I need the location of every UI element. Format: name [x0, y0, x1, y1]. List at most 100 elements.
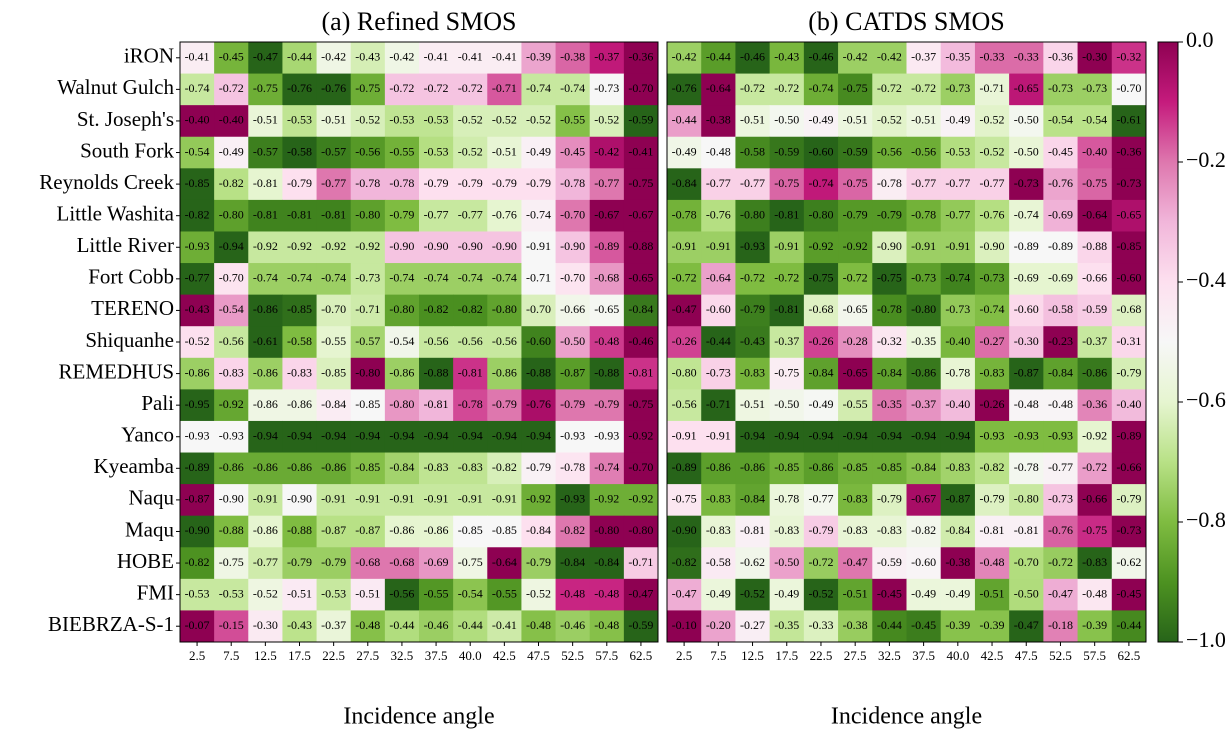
cell-label: -0.74: [185, 81, 210, 95]
x-tick-label: 22.5: [322, 648, 345, 663]
heatmap-cell: [1077, 168, 1113, 201]
cell-label: -0.68: [594, 271, 619, 285]
heatmap-cell: [419, 294, 454, 327]
heatmap-cell: [838, 357, 873, 390]
cell-label: -0.91: [526, 239, 551, 253]
cell-label: -0.47: [843, 555, 868, 569]
x-tick-label: 2.5: [676, 648, 692, 663]
row-label: Little Washita: [57, 201, 175, 225]
cell-label: -0.83: [1082, 555, 1107, 569]
heatmap-cell: [180, 515, 215, 548]
cell-label: -0.82: [560, 523, 585, 537]
cell-label: -0.91: [355, 492, 380, 506]
cell-label: -0.70: [1116, 81, 1141, 95]
cell-label: -0.76: [1048, 176, 1073, 190]
heatmap-cell: [974, 357, 1010, 390]
panel-title: (a) Refined SMOS: [322, 7, 517, 36]
heatmap-cell: [1009, 420, 1044, 454]
cell-label: -0.59: [1082, 302, 1107, 316]
heatmap-cell: [974, 420, 1010, 454]
x-tick-label: 57.5: [1083, 648, 1106, 663]
heatmap-cell: [316, 231, 352, 264]
cell-label: -0.61: [253, 334, 278, 348]
cell-label: -0.83: [843, 492, 868, 506]
heatmap-cell: [521, 42, 557, 75]
cell-label: -0.86: [253, 523, 278, 537]
cell-label: -0.82: [219, 176, 244, 190]
cell-label: -0.86: [253, 365, 278, 379]
heatmap-cell: [1043, 578, 1079, 611]
heatmap-cell: [1077, 547, 1113, 580]
heatmap-cell: [940, 263, 976, 296]
cell-label: -0.77: [1048, 460, 1073, 474]
heatmap-cell: [384, 294, 420, 327]
cell-label: -0.51: [253, 113, 278, 127]
cell-label: -0.54: [185, 144, 210, 158]
panel-title: (b) CATDS SMOS: [808, 7, 1005, 36]
cell-label: -0.94: [774, 428, 799, 442]
cell-label: -0.51: [321, 113, 346, 127]
heatmap-cell: [667, 231, 702, 264]
x-tick-label: 22.5: [810, 648, 833, 663]
cell-label: -0.94: [740, 428, 765, 442]
cell-label: -0.48: [526, 618, 551, 632]
heatmap-cell: [419, 231, 454, 264]
cell-label: -0.87: [321, 523, 346, 537]
heatmap-cell: [316, 42, 352, 75]
heatmap-cell: [350, 420, 386, 454]
heatmap-cell: [282, 42, 318, 75]
cell-label: -0.82: [980, 460, 1005, 474]
x-tick-label: 40.0: [946, 648, 969, 663]
cell-label: -0.70: [628, 460, 653, 474]
cell-label: -0.36: [628, 50, 653, 64]
cell-label: -0.42: [594, 144, 619, 158]
heatmap-cell: [487, 578, 522, 611]
heatmap-cell: [872, 610, 907, 643]
heatmap-cell: [316, 168, 352, 201]
cell-label: -0.38: [560, 50, 585, 64]
cell-label: -0.78: [877, 302, 902, 316]
heatmap-cell: [316, 547, 352, 580]
cell-label: -0.81: [287, 207, 312, 221]
x-tick-label: 37.5: [425, 648, 448, 663]
cell-label: -0.60: [1116, 271, 1141, 285]
heatmap-cell: [521, 547, 557, 580]
cell-label: -0.86: [1082, 365, 1107, 379]
heatmap-cell: [1043, 231, 1079, 264]
heatmap-cell: [214, 420, 249, 454]
cell-label: -0.93: [185, 428, 210, 442]
heatmap-cell: [453, 42, 488, 75]
heatmap-cell: [838, 484, 873, 517]
cell-label: -0.91: [389, 492, 414, 506]
cell-label: -0.27: [980, 334, 1005, 348]
heatmap-cell: [701, 294, 736, 327]
heatmap-cell: [872, 42, 907, 75]
cell-label: -0.55: [424, 586, 449, 600]
cell-label: -0.56: [492, 334, 517, 348]
heatmap-cell: [180, 105, 215, 138]
heatmap-cell: [803, 357, 839, 390]
cell-label: -0.79: [424, 176, 449, 190]
heatmap-cell: [419, 452, 454, 485]
heatmap-cell: [667, 452, 702, 485]
cell-label: -0.72: [911, 81, 936, 95]
heatmap-cell: [521, 452, 557, 485]
cell-label: -0.91: [774, 239, 799, 253]
cell-label: -0.85: [877, 460, 902, 474]
heatmap-cell: [769, 42, 805, 75]
heatmap-cell: [906, 231, 942, 264]
cell-label: -0.43: [740, 334, 765, 348]
heatmap-cell: [906, 199, 942, 232]
cell-label: -0.79: [492, 397, 517, 411]
cell-label: -0.79: [560, 397, 585, 411]
cell-label: -0.65: [628, 271, 653, 285]
heatmap-cell: [282, 389, 318, 422]
heatmap-cell: [282, 136, 318, 169]
cell-label: -0.44: [706, 334, 731, 348]
heatmap-cell: [555, 610, 591, 643]
heatmap-cell: [623, 357, 659, 390]
cell-label: -0.71: [706, 397, 731, 411]
cell-label: -0.10: [672, 618, 697, 632]
cell-label: -0.77: [594, 176, 619, 190]
cell-label: -0.79: [594, 397, 619, 411]
